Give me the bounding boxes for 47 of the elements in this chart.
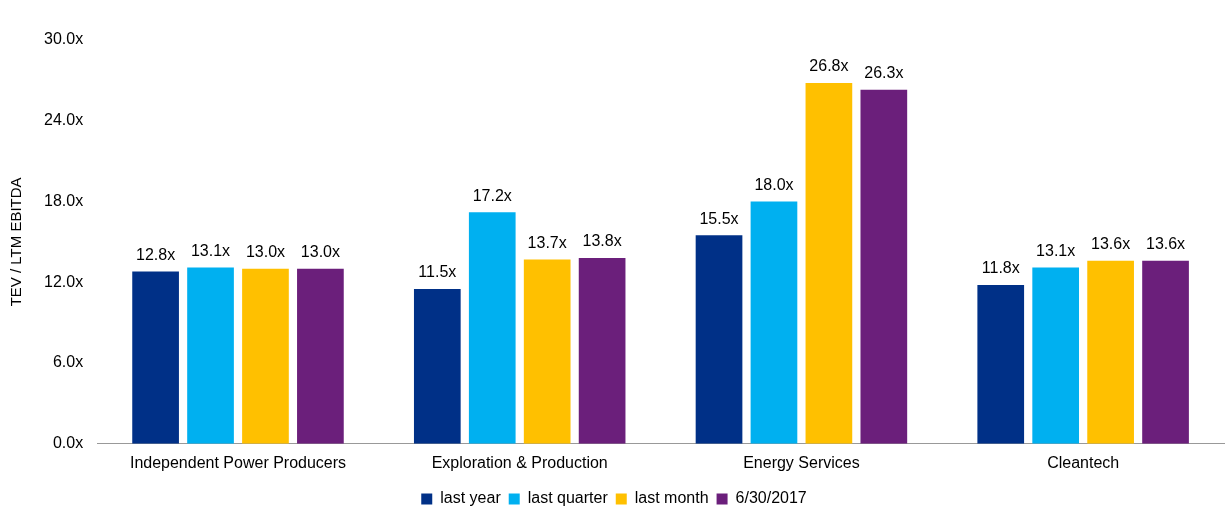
data-label: 13.1x	[190, 241, 231, 259]
bar	[977, 284, 1025, 444]
bar	[132, 271, 179, 444]
data-label: 26.3x	[864, 64, 904, 82]
data-label: 13.6x	[1091, 235, 1131, 253]
bar	[695, 235, 743, 444]
y-tick-label: 18.0x	[44, 191, 84, 209]
bar	[187, 267, 234, 444]
data-label: 12.8x	[136, 245, 176, 263]
x-tick-label: Exploration & Production	[431, 453, 608, 471]
legend-label: last year	[440, 489, 502, 507]
bar	[805, 83, 853, 444]
data-label: 13.0x	[300, 243, 340, 261]
bar	[750, 201, 798, 444]
y-tick-label: 12.0x	[44, 272, 84, 290]
bar	[297, 268, 344, 444]
y-axis-title: TEV / LTM EBITDA	[7, 177, 25, 307]
bar	[468, 212, 516, 444]
legend-label: last month	[634, 489, 709, 507]
bar	[413, 289, 461, 444]
data-label: 13.6x	[1145, 235, 1186, 253]
bar	[1087, 260, 1134, 444]
y-tick-label: 6.0x	[52, 353, 84, 371]
bar	[1032, 267, 1080, 444]
bar	[523, 259, 571, 444]
y-tick-label: 24.0x	[44, 111, 84, 129]
legend-label: last quarter	[527, 489, 609, 507]
data-label: 15.5x	[699, 209, 739, 227]
data-label: 17.2x	[472, 186, 512, 204]
bar	[242, 268, 289, 444]
bar	[1142, 260, 1189, 444]
bar	[860, 89, 908, 444]
bar	[578, 258, 626, 444]
data-label: 11.5x	[418, 263, 457, 281]
x-tick-label: Energy Services	[743, 453, 860, 471]
data-label: 13.8x	[582, 232, 622, 250]
x-tick-label: Independent Power Producers	[129, 453, 347, 471]
data-label: 13.1x	[1036, 241, 1076, 259]
data-label: 11.8x	[981, 259, 1020, 277]
legend-label: 6/30/2017	[735, 489, 807, 507]
data-label: 13.7x	[527, 233, 567, 251]
x-tick-label: Cleantech	[1047, 453, 1120, 471]
data-label: 13.0x	[245, 243, 286, 261]
data-label: 18.0x	[754, 175, 794, 193]
data-label: 26.8x	[809, 57, 849, 75]
y-tick-label: 30.0x	[44, 30, 84, 48]
y-tick-label: 0.0x	[52, 434, 84, 452]
